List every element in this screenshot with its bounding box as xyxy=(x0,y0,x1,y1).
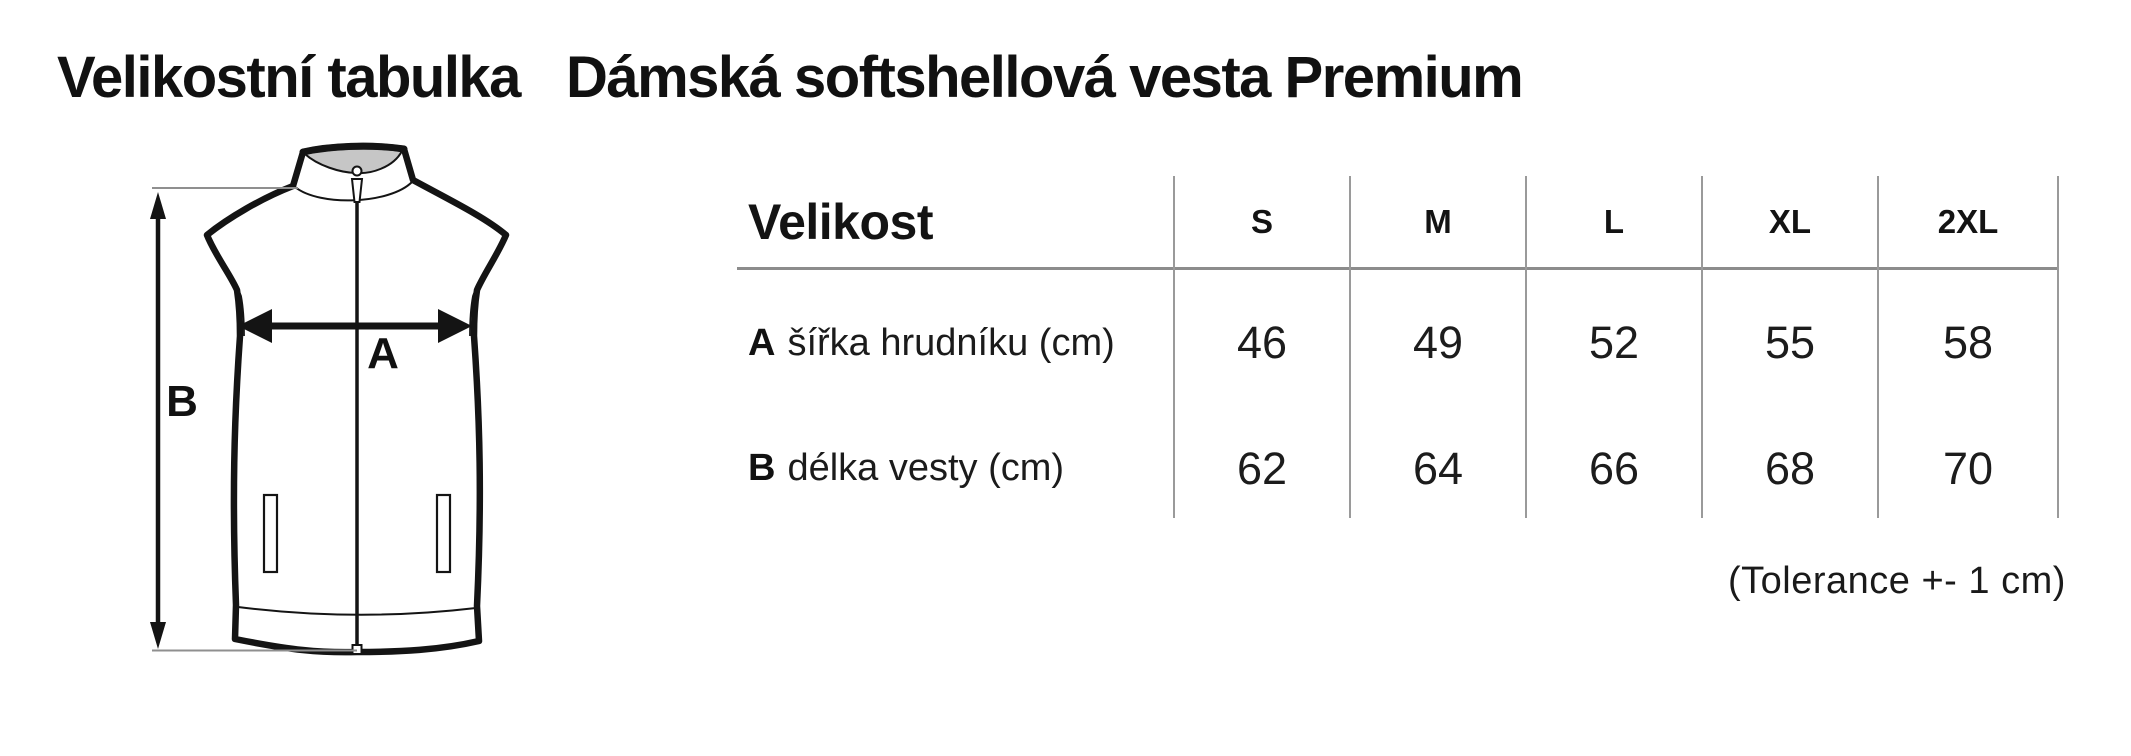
measure-label-a: A xyxy=(367,329,399,378)
size-col-l: L xyxy=(1603,202,1625,240)
row-b-label: B délka vesty (cm) xyxy=(740,418,1174,519)
table-header-divider xyxy=(737,267,2059,270)
collar-top-edge xyxy=(299,142,408,156)
size-col-s: S xyxy=(1250,202,1273,240)
table-column-divider xyxy=(1173,176,1175,518)
row-a-value-l: 52 xyxy=(1588,317,1640,368)
table-column-divider xyxy=(1877,176,1879,518)
size-table-header: Velikost xyxy=(748,193,934,250)
page-title-main: Velikostní tabulka xyxy=(57,45,521,110)
zipper-pull-body xyxy=(350,178,364,203)
measure-label-b: B xyxy=(166,377,198,426)
row-b-value-2xl: 70 xyxy=(1942,442,1994,494)
row-a-value-xl: 55 xyxy=(1764,317,1816,368)
table-column-divider xyxy=(1349,176,1351,518)
pocket-left xyxy=(262,493,279,574)
row-a-value-2xl: 58 xyxy=(1942,317,1994,368)
measure-arrow-b xyxy=(150,187,357,652)
row-a-label: A šířka hrudníku (cm) xyxy=(740,268,1174,418)
vest-drawing: A B xyxy=(150,142,510,656)
pocket-right xyxy=(435,493,452,574)
row-a-key: A xyxy=(748,321,776,364)
tolerance-note: (Tolerance +- 1 cm) xyxy=(1728,560,2066,602)
measure-arrow-a xyxy=(238,309,472,343)
table-column-divider xyxy=(2057,176,2059,518)
vest-diagram: A B xyxy=(90,140,710,730)
table-column-divider xyxy=(1525,176,1527,518)
row-b-name: délka vesty (cm) xyxy=(787,447,1065,489)
row-b-value-s: 62 xyxy=(1236,442,1288,494)
table-column-divider xyxy=(1701,176,1703,518)
zipper-pull-ring xyxy=(351,165,363,177)
row-a-value-s: 46 xyxy=(1236,317,1288,368)
row-b-value-l: 66 xyxy=(1588,442,1640,494)
row-a-value-m: 49 xyxy=(1412,317,1464,368)
size-table: Velikost S M L XL 2XL A šířka hrudníku (… xyxy=(740,175,2058,519)
row-a-name: šířka hrudníku (cm) xyxy=(787,321,1115,364)
page-title-product: Dámská softshellová vesta Premium xyxy=(565,45,1524,110)
size-col-2xl: 2XL xyxy=(1937,202,1999,240)
row-b-value-m: 64 xyxy=(1412,442,1464,494)
row-b-key: B xyxy=(748,447,776,489)
size-col-m: M xyxy=(1424,202,1452,240)
size-col-xl: XL xyxy=(1768,202,1812,240)
row-b-value-xl: 68 xyxy=(1764,442,1816,494)
page-title: Velikostní tabulka Dámská softshellová v… xyxy=(57,44,1524,111)
